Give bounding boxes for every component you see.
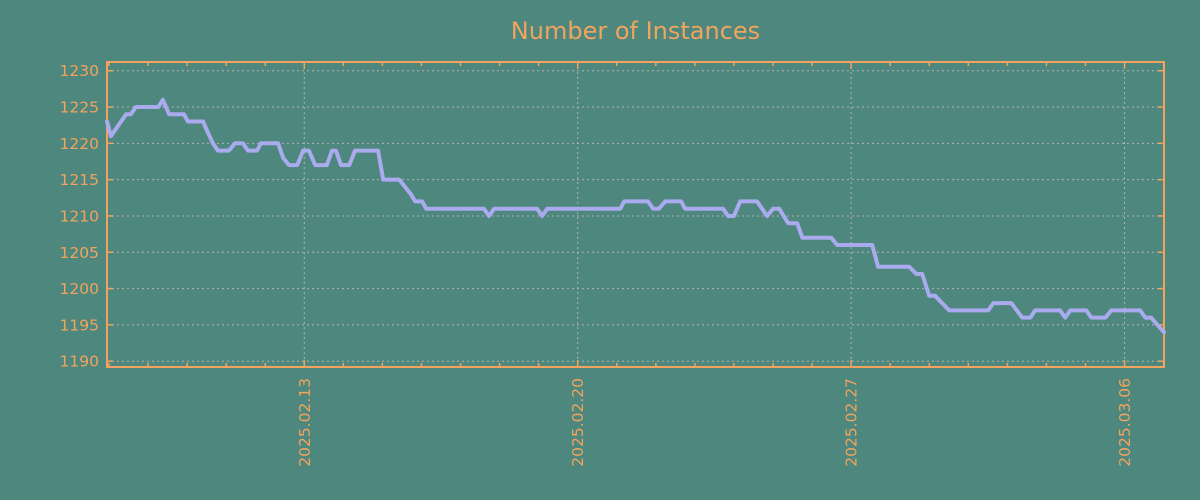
x-tick-label: 2025.03.06	[1116, 378, 1134, 467]
x-tick-label: 2025.02.20	[569, 378, 587, 467]
y-tick-label: 1230	[60, 62, 99, 80]
x-tick-label: 2025.02.13	[296, 378, 314, 467]
y-tick-label: 1215	[60, 171, 99, 189]
y-tick-label: 1220	[60, 135, 99, 153]
y-tick-label: 1210	[60, 207, 99, 225]
y-tick-label: 1200	[60, 280, 99, 298]
x-tick-label: 2025.02.27	[843, 378, 861, 467]
y-tick-label: 1195	[60, 316, 99, 334]
data-line-instances	[105, 97, 1166, 335]
plot-border	[106, 61, 1165, 368]
y-tick-label: 1225	[60, 99, 99, 117]
y-tick-label: 1190	[60, 353, 99, 371]
y-tick-label: 1205	[60, 244, 99, 262]
